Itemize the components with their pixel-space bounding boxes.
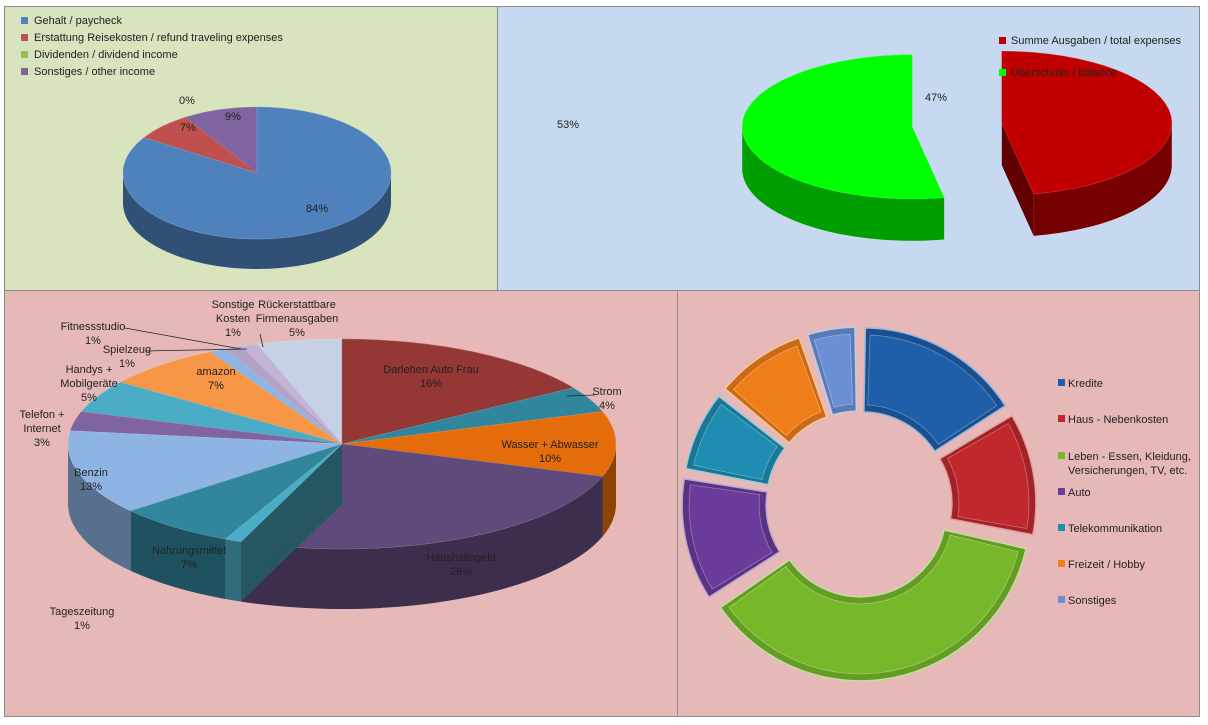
- data-label-dividenden-dividend-income: 0%: [179, 95, 195, 107]
- data-label-sonstiges-other-income: 9%: [225, 111, 241, 123]
- category-doughnut-chart: Kredite Haus - Nebenkosten Leben - Essen, …: [681, 326, 1191, 682]
- data-label-tageszeitung: Tageszeitung 1%: [50, 606, 115, 632]
- data-label-spielzeug: Spielzeug 1%: [103, 344, 151, 370]
- data-label-gehalt-paycheck: 84%: [306, 203, 328, 215]
- legend-swatch-telekommunikation: [1058, 524, 1065, 531]
- legend-entry-telekommunikation: Telekommunikation: [1068, 523, 1162, 535]
- data-label-strom: Strom 4%: [592, 386, 621, 412]
- legend-swatch-freizeit-hobby: [1058, 560, 1065, 567]
- legend-entry-berschuss-balance: Überschuss / balance: [1011, 67, 1117, 79]
- leader-line: [566, 394, 596, 397]
- expenses-chart-panel: Darlehen Auto Frau 16% Strom 4% Wasser + Abw…: [4, 290, 678, 717]
- expenses-pie-chart: Darlehen Auto Frau 16% Strom 4% Wasser + Abw…: [20, 299, 622, 632]
- legend-entry-erstattung-reisekosten-refund-traveling-expenses: Erstattung Reisekosten / refund travelin…: [34, 32, 283, 44]
- data-label-sonstige-kosten: Sonstige Kosten 1%: [212, 299, 255, 339]
- category-chart-panel: Kredite Haus - Nebenkosten Leben - Essen, …: [677, 290, 1200, 717]
- legend-entry-sonstiges-other-income: Sonstiges / other income: [34, 66, 155, 78]
- legend-entry-sonstiges: Sonstiges: [1068, 595, 1117, 607]
- chart1-slice-gehalt-paycheck: [122, 106, 392, 269]
- doughnut-segment-telekommunikation: [684, 395, 786, 486]
- legend-swatch-berschuss-balance: [999, 69, 1006, 76]
- legend-swatch-sonstiges: [1058, 596, 1065, 603]
- legend-swatch-haus-nebenkosten: [1058, 415, 1065, 422]
- doughnut-segment-haus-nebenkosten: [938, 414, 1037, 536]
- legend-entry-haus-nebenkosten: Haus - Nebenkosten: [1068, 414, 1168, 426]
- data-label-nahrungsmittel: Nahrungsmittel 7%: [152, 545, 226, 571]
- legend-entry-gehalt-paycheck: Gehalt / paycheck: [34, 15, 123, 27]
- legend-swatch-summe-ausgaben-total-expenses: [999, 37, 1006, 44]
- income-pie-chart: 84% 7% 0% 9% Gehalt / paycheck Erstattung Rei…: [21, 15, 392, 269]
- data-label-summe-ausgaben-total-expenses: 47%: [925, 92, 947, 104]
- data-label-amazon: amazon 7%: [196, 366, 235, 392]
- legend-swatch-sonstiges-other-income: [21, 68, 28, 75]
- legend-swatch-auto: [1058, 488, 1065, 495]
- data-label-haushaltsgeld: Haushaltsgeld 26%: [426, 552, 496, 578]
- chart2-slice-summe-ausgaben-total-expenses: [1001, 50, 1173, 236]
- doughnut-segment-freizeit-hobby: [723, 336, 828, 444]
- legend-swatch-gehalt-paycheck: [21, 17, 28, 24]
- chart3-slice-tageszeitung: [224, 443, 343, 602]
- legend-swatch-kredite: [1058, 379, 1065, 386]
- balance-chart-panel: 47% 53% Summe Ausgaben / total expenses Übe…: [497, 6, 1200, 291]
- doughnut-segment-leben-essen-kleidung-versicherungen-tv-etc: [719, 529, 1027, 682]
- legend-entry-auto: Auto: [1068, 487, 1091, 499]
- data-label-fitnessstudio: Fitnessstudio 1%: [61, 321, 126, 347]
- legend-entry-summe-ausgaben-total-expenses: Summe Ausgaben / total expenses: [1011, 35, 1181, 47]
- data-label-benzin: Benzin 13%: [74, 467, 108, 493]
- data-label-erstattung-reisekosten-refund-traveling-expenses: 7%: [180, 122, 196, 134]
- leader-line: [259, 333, 264, 348]
- legend-entry-freizeit-hobby: Freizeit / Hobby: [1068, 559, 1146, 571]
- data-label-darlehen-auto-frau: Darlehen Auto Frau 16%: [383, 364, 478, 390]
- data-label-handys-mobilger-te: Handys + Mobilgeräte 5%: [60, 364, 117, 404]
- data-label-wasser-abwasser: Wasser + Abwasser 10%: [501, 439, 598, 465]
- doughnut-segment-kredite: [863, 327, 1007, 453]
- legend-swatch-leben-essen-kleidung-versicherungen-tv-etc: [1058, 452, 1065, 459]
- legend-entry-leben-essen-kleidung-versicherungen-tv-etc: Leben - Essen, Kleidung, Versicherungen, …: [1068, 451, 1191, 477]
- legend-entry-dividenden-dividend-income: Dividenden / dividend income: [34, 49, 178, 61]
- leader-line: [144, 348, 248, 352]
- balance-pie-chart: 47% 53% Summe Ausgaben / total expenses Übe…: [557, 35, 1181, 241]
- legend-entry-kredite: Kredite: [1068, 378, 1103, 390]
- doughnut-segment-sonstiges: [806, 326, 858, 416]
- data-label-telefon-internet: Telefon + Internet 3%: [20, 409, 65, 449]
- doughnut-segment-auto: [681, 477, 781, 599]
- data-label-r-ckerstattbare-firmenausgaben: Rückerstattbare Firmenausgaben 5%: [256, 299, 339, 339]
- legend-swatch-erstattung-reisekosten-refund-traveling-expenses: [21, 34, 28, 41]
- income-chart-panel: 84% 7% 0% 9% Gehalt / paycheck Erstattung Rei…: [4, 6, 498, 291]
- leader-line: [124, 327, 242, 350]
- chart2-slice-berschuss-balance: [741, 54, 945, 241]
- legend-swatch-dividenden-dividend-income: [21, 51, 28, 58]
- data-label-berschuss-balance: 53%: [557, 119, 579, 131]
